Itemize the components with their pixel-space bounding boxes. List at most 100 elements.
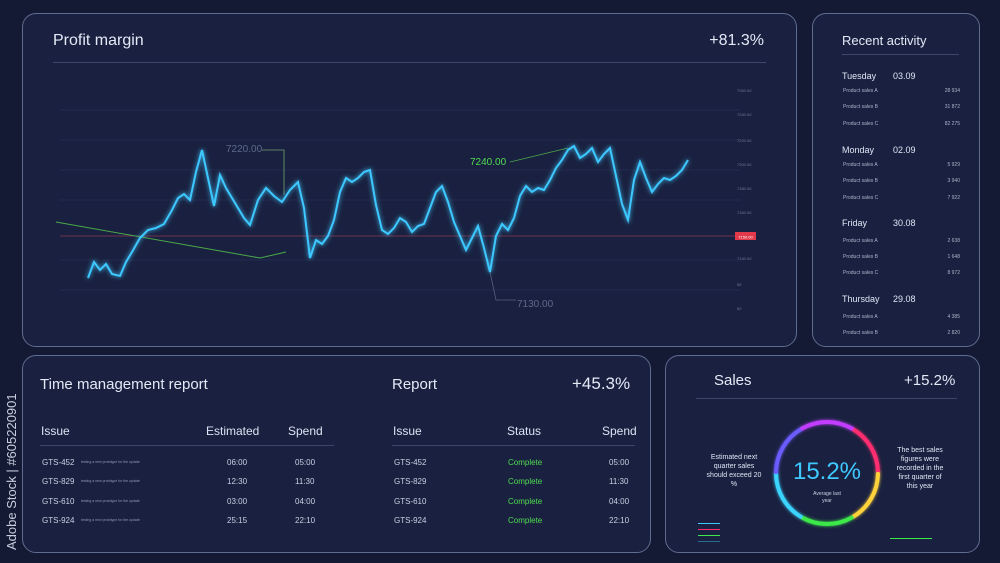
- issue-desc: testing a new prototype for the update: [81, 518, 140, 522]
- activity-value: 31 872: [944, 104, 960, 110]
- donut-segment: [800, 515, 854, 526]
- profit-margin-value: +81.3%: [709, 32, 764, 49]
- activity-day: Thursday: [842, 294, 880, 304]
- table-divider: [392, 445, 635, 446]
- status-badge: Complete: [508, 477, 543, 486]
- activity-value: 1 648: [947, 254, 960, 260]
- status-badge: Complete: [508, 497, 543, 506]
- issue-desc: testing a new prototype for the update: [81, 460, 140, 464]
- activity-label: Product sales B: [843, 104, 879, 110]
- recent-activity-panel: Recent activity Tuesday 03.09 Product sa…: [812, 13, 980, 347]
- table-divider: [40, 445, 334, 446]
- activity-day: Monday: [842, 145, 875, 155]
- status-badge: Complete: [508, 458, 543, 467]
- sales-right-note: The best sales figures were recorded in …: [896, 447, 944, 490]
- activity-value: 8 972: [947, 270, 960, 276]
- col-estimated: Estimated: [206, 424, 260, 438]
- spend-time: 05:00: [609, 458, 630, 467]
- activity-label: Product sales A: [843, 238, 878, 244]
- report-value: +45.3%: [572, 374, 631, 393]
- donut-segment: [851, 427, 880, 475]
- donut-segment: [774, 427, 803, 475]
- sales-left-note: Estimated next quarter sales should exce…: [706, 454, 762, 488]
- time-report-panel: Time management report Report +45.3% Iss…: [22, 355, 651, 553]
- donut-segment: [851, 471, 880, 519]
- recent-activity-title: Recent activity: [842, 33, 927, 48]
- estimated-time: 12:30: [227, 477, 248, 486]
- activity-date: 30.08: [893, 218, 916, 228]
- issue-desc: testing a new prototype for the update: [81, 479, 140, 483]
- activity-value: 2 638: [947, 238, 960, 244]
- activity-label: Product sales A: [843, 88, 878, 94]
- issue-id: GTS-452: [42, 458, 75, 467]
- col-status: Status: [507, 424, 542, 438]
- legend-bar: [698, 529, 720, 530]
- profit-margin-title: Profit margin: [53, 32, 144, 49]
- watermark-text: Adobe Stock | #605220901: [4, 393, 19, 550]
- issue-id: GTS-452: [394, 458, 427, 467]
- profit-divider: [53, 62, 766, 63]
- activity-date: 02.09: [893, 145, 916, 155]
- issue-id: GTS-924: [42, 516, 75, 525]
- col-spend: Spend: [288, 424, 323, 438]
- legend-bar: [890, 538, 932, 539]
- spend-time: 04:00: [295, 497, 316, 506]
- issue-id: GTS-924: [394, 516, 427, 525]
- activity-date: 29.08: [893, 294, 916, 304]
- activity-value: 4 385: [947, 314, 960, 320]
- spend-time: 22:10: [609, 516, 630, 525]
- sales-divider: [696, 398, 957, 399]
- legend-bar: [698, 541, 720, 542]
- chart-annotation-low: 7130.00: [517, 299, 554, 310]
- sales-center-value: 15.2%: [792, 458, 862, 485]
- estimated-time: 06:00: [227, 458, 248, 467]
- spend-time: 04:00: [609, 497, 630, 506]
- report-title: Report: [392, 376, 438, 393]
- status-badge: Complete: [508, 516, 543, 525]
- sales-panel: Sales +15.2% 15.2% Average last year Est…: [665, 355, 980, 553]
- spend-time: 22:10: [295, 516, 316, 525]
- activity-value: 3 940: [947, 178, 960, 184]
- col-issue: Issue: [393, 424, 422, 438]
- activity-value: 7 922: [947, 195, 960, 201]
- issue-id: GTS-610: [42, 497, 75, 506]
- spend-time: 11:30: [295, 477, 315, 486]
- activity-date: 03.09: [893, 71, 916, 81]
- activity-label: Product sales C: [843, 121, 879, 127]
- activity-value: 28 934: [944, 88, 960, 94]
- col-issue: Issue: [41, 424, 70, 438]
- spend-time: 05:00: [295, 458, 316, 467]
- estimated-time: 03:00: [227, 497, 248, 506]
- activity-value: 2 820: [947, 330, 960, 336]
- activity-label: Product sales B: [843, 254, 879, 260]
- activity-value: 5 929: [947, 162, 960, 168]
- col-spend: Spend: [602, 424, 637, 438]
- profit-margin-panel: Profit margin +81.3%: [22, 13, 797, 347]
- sales-center-label: Average last year: [813, 491, 841, 504]
- activity-value: 82 275: [944, 121, 960, 127]
- spend-time: 11:30: [609, 477, 629, 486]
- donut-segment: [774, 471, 803, 519]
- legend-bar: [698, 523, 720, 524]
- donut-ring: [774, 420, 880, 526]
- issue-id: GTS-829: [42, 477, 75, 486]
- sales-title: Sales: [714, 372, 752, 389]
- issue-id: GTS-829: [394, 477, 427, 486]
- sales-donut: [774, 420, 880, 526]
- activity-day: Friday: [842, 218, 868, 228]
- time-report-title: Time management report: [40, 376, 208, 393]
- sales-value: +15.2%: [904, 372, 956, 389]
- activity-label: Product sales B: [843, 330, 879, 336]
- activity-label: Product sales A: [843, 314, 878, 320]
- donut-segment: [800, 420, 854, 431]
- estimated-time: 25:15: [227, 516, 248, 525]
- recent-divider: [842, 54, 959, 55]
- issue-id: GTS-610: [394, 497, 427, 506]
- activity-day: Tuesday: [842, 71, 877, 81]
- activity-label: Product sales C: [843, 195, 879, 201]
- activity-label: Product sales B: [843, 178, 879, 184]
- legend-bar: [698, 535, 720, 536]
- chart-annotation-peak: 7240.00: [470, 157, 507, 168]
- issue-desc: testing a new prototype for the update: [81, 499, 140, 503]
- activity-label: Product sales C: [843, 270, 879, 276]
